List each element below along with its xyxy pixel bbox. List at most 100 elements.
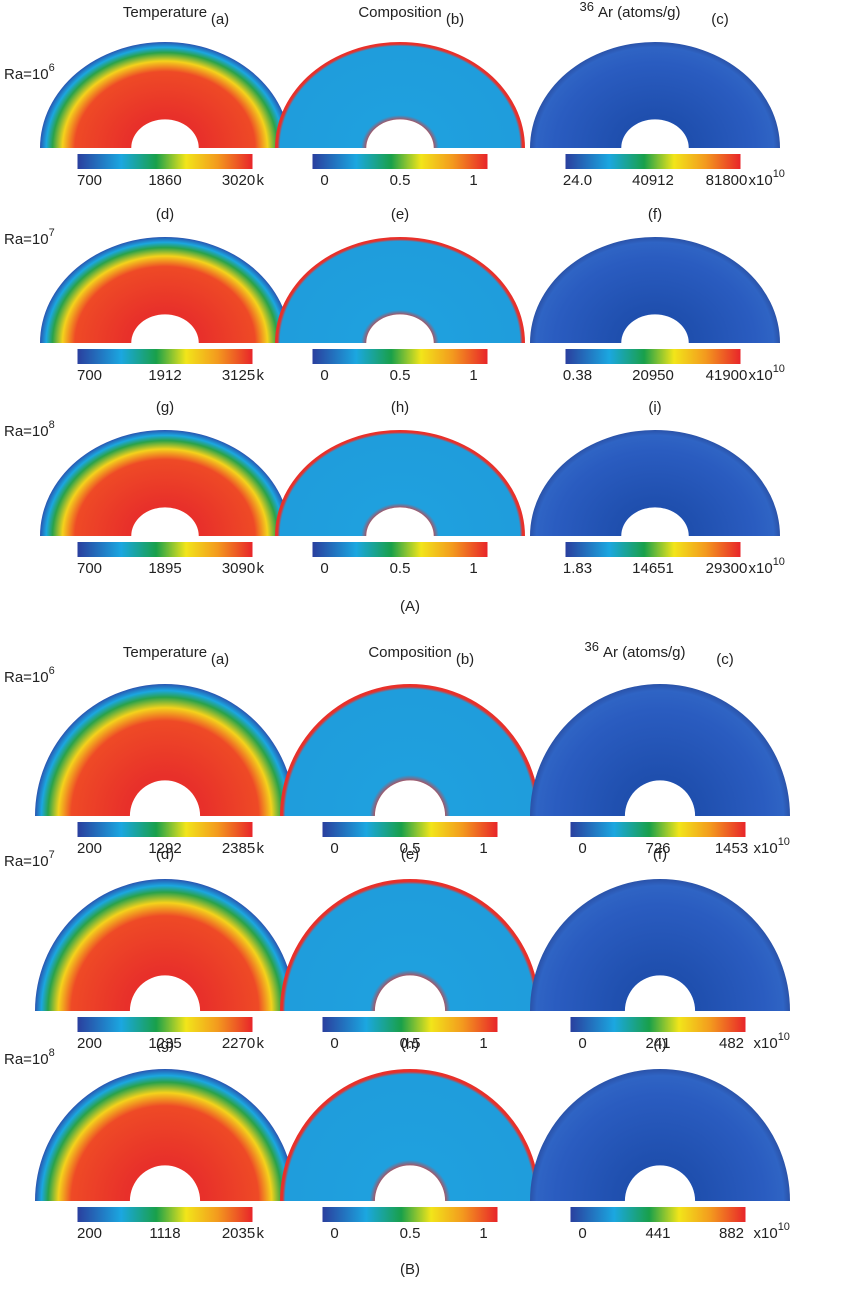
row-label-base: Ra=10 (4, 669, 49, 686)
colorbar-label: 3125 (222, 367, 255, 384)
row-label: Ra=108 (4, 1047, 55, 1068)
colorbar-label: 0.38 (563, 367, 592, 384)
field-plot (530, 684, 790, 816)
colorbar-label: 700 (77, 172, 102, 189)
field-plot (280, 684, 540, 816)
field-plot (40, 42, 290, 148)
colorbar-label: 882 (719, 1225, 744, 1242)
half-annulus (275, 42, 525, 148)
colorbar-label: 0.5 (400, 1225, 421, 1242)
colorbar-label: 0 (578, 1035, 586, 1052)
field-plot (280, 879, 540, 1011)
row-label-exp: 8 (49, 1047, 55, 1059)
colorbar-label: 200 (77, 1035, 102, 1052)
panel-letter: (g) (156, 1036, 174, 1053)
half-annulus (530, 684, 790, 816)
field-plot (280, 1069, 540, 1201)
colorbar-label: 0.5 (390, 367, 411, 384)
colorbar-label: 1 (469, 172, 477, 189)
colorbar (78, 1017, 253, 1032)
half-annulus (530, 1069, 790, 1201)
panel-label: (A) (400, 598, 420, 615)
panel-letter: (f) (653, 846, 667, 863)
half-annulus (530, 430, 780, 536)
colorbar-unit-base: x10 (749, 172, 773, 189)
row-label-base: Ra=10 (4, 231, 49, 248)
panel-letter: (g) (156, 399, 174, 416)
half-annulus (530, 42, 780, 148)
field-plot (530, 237, 780, 343)
colorbar-label: 0 (330, 1225, 338, 1242)
isotope: 36 (580, 0, 594, 14)
field-plot (40, 430, 290, 536)
colorbar-unit-base: x10 (754, 840, 778, 857)
colorbar (313, 349, 488, 364)
colorbar-unit-base: x10 (749, 560, 773, 577)
field-plot (275, 42, 525, 148)
half-annulus (280, 1069, 540, 1201)
colorbar-unit-exp: 10 (778, 1031, 790, 1043)
half-annulus (275, 430, 525, 536)
panel-letter: (b) (456, 651, 474, 668)
colorbar-unit-exp: 10 (773, 556, 785, 568)
panel-letter: (i) (653, 1036, 666, 1053)
colorbar (323, 1207, 498, 1222)
colorbar (78, 154, 253, 169)
half-annulus (35, 684, 295, 816)
colorbar-unit: x1010 (749, 556, 785, 577)
field-plot (40, 237, 290, 343)
colorbar-label: 0 (320, 367, 328, 384)
colorbar-label: 441 (645, 1225, 670, 1242)
colorbar-label: 29300 (706, 560, 748, 577)
row-label: Ra=107 (4, 849, 55, 870)
colorbar-label: 0 (320, 172, 328, 189)
half-annulus (40, 237, 290, 343)
half-annulus (530, 237, 780, 343)
colorbar (313, 542, 488, 557)
colorbar-label: 1.83 (563, 560, 592, 577)
colorbar-unit: x1010 (754, 836, 790, 857)
colorbar (566, 542, 741, 557)
colorbar-label: 1 (479, 1035, 487, 1052)
colorbar-label: 0 (578, 1225, 586, 1242)
colorbar-unit-base: x10 (754, 1225, 778, 1242)
half-annulus (530, 879, 790, 1011)
half-annulus (40, 430, 290, 536)
colorbar-unit-exp: 10 (778, 1221, 790, 1233)
colorbar-label: 1 (479, 840, 487, 857)
colorbar-unit: k (257, 1035, 265, 1052)
field-plot (530, 1069, 790, 1201)
field-plot (275, 430, 525, 536)
colorbar (323, 1017, 498, 1032)
colorbar-label: 0 (330, 840, 338, 857)
figure: TemperatureComposition36Ar (atoms/g)Ra=1… (0, 0, 847, 1284)
half-annulus (280, 684, 540, 816)
header-text: Ar (atoms/g) (598, 4, 681, 21)
colorbar-label: 700 (77, 560, 102, 577)
row-label-base: Ra=10 (4, 853, 49, 870)
colorbar-unit: x1010 (749, 168, 785, 189)
colorbar-label: 1453 (715, 840, 748, 857)
panel-letter: (h) (401, 1036, 419, 1053)
field-plot (530, 42, 780, 148)
colorbar-label: 1118 (149, 1225, 180, 1242)
colorbar-label: 0.5 (390, 560, 411, 577)
colorbar-label: 0 (578, 840, 586, 857)
colorbar-label: 2385 (222, 840, 255, 857)
row-label-exp: 7 (49, 849, 55, 861)
field-plot (35, 684, 295, 816)
column-header: Temperature (123, 4, 207, 21)
colorbar-unit: x1010 (754, 1221, 790, 1242)
colorbar-unit: x1010 (749, 363, 785, 384)
colorbar-label: 1895 (148, 560, 181, 577)
panel-letter: (e) (391, 206, 409, 223)
row-label: Ra=106 (4, 665, 55, 686)
colorbar (78, 822, 253, 837)
colorbar-unit-exp: 10 (778, 836, 790, 848)
panel-letter: (a) (211, 651, 229, 668)
colorbar-label: 24.0 (563, 172, 592, 189)
colorbar-label: 0 (330, 1035, 338, 1052)
colorbar (78, 1207, 253, 1222)
panel-label: (B) (400, 1261, 420, 1278)
field-plot (530, 430, 780, 536)
